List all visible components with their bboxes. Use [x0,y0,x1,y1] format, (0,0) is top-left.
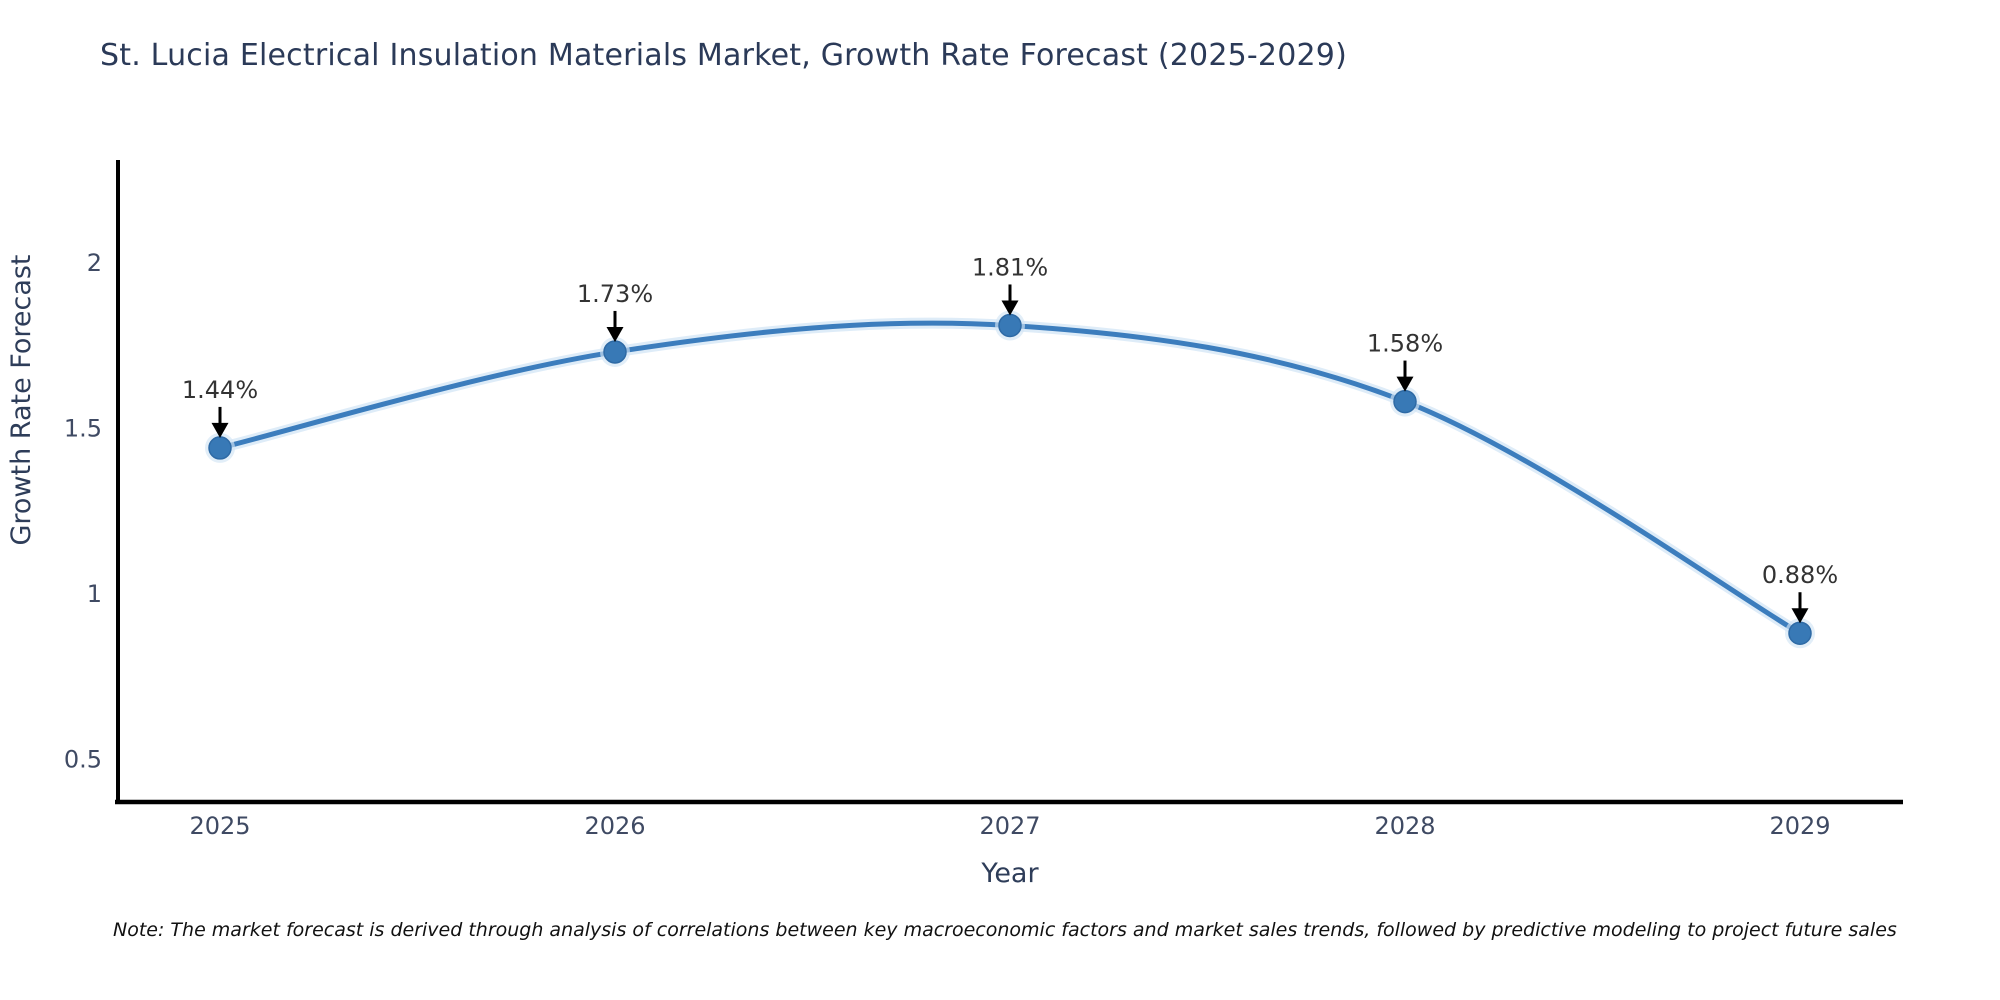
y-tick-label-0.5: 0.5 [64,745,102,773]
x-tick-label-2025: 2025 [189,812,250,840]
series-line-halo [214,317,1806,639]
point-label-2025: 1.44% [182,376,258,404]
x-axis-title: Year [980,858,1039,889]
data-point-2028 [1393,389,1417,414]
chart-title: St. Lucia Electrical Insulation Material… [100,38,1347,73]
x-tick-label-2026: 2026 [584,812,645,840]
data-point-2026 [603,340,627,364]
point-label-2027: 1.81% [972,253,1048,281]
point-label-2029: 0.88% [1762,561,1838,589]
annotation-arrow-head [1791,608,1809,624]
data-point-2029 [1788,621,1812,645]
x-tick-label-2027: 2027 [979,812,1040,840]
x-tick-label-2028: 2028 [1374,812,1435,840]
data-point-2027 [998,313,1022,338]
y-axis-title: Growth Rate Forecast [6,254,37,545]
x-tick-label-2029: 2029 [1769,812,1830,840]
annotation-arrow-head [1001,300,1019,316]
point-label-2028: 1.58% [1367,330,1443,358]
annotation-arrow-head [211,422,229,438]
y-tick-label-1.5: 1.5 [64,415,102,443]
point-label-2026: 1.73% [577,280,653,308]
annotation-arrow-head [1396,376,1414,392]
data-point-2025 [208,436,232,460]
chart-footnote: Note: The market forecast is derived thr… [113,919,1897,941]
y-tick-label-2: 2 [87,249,102,277]
annotation-arrow-head [606,326,624,342]
y-tick-label-1: 1 [87,580,102,608]
